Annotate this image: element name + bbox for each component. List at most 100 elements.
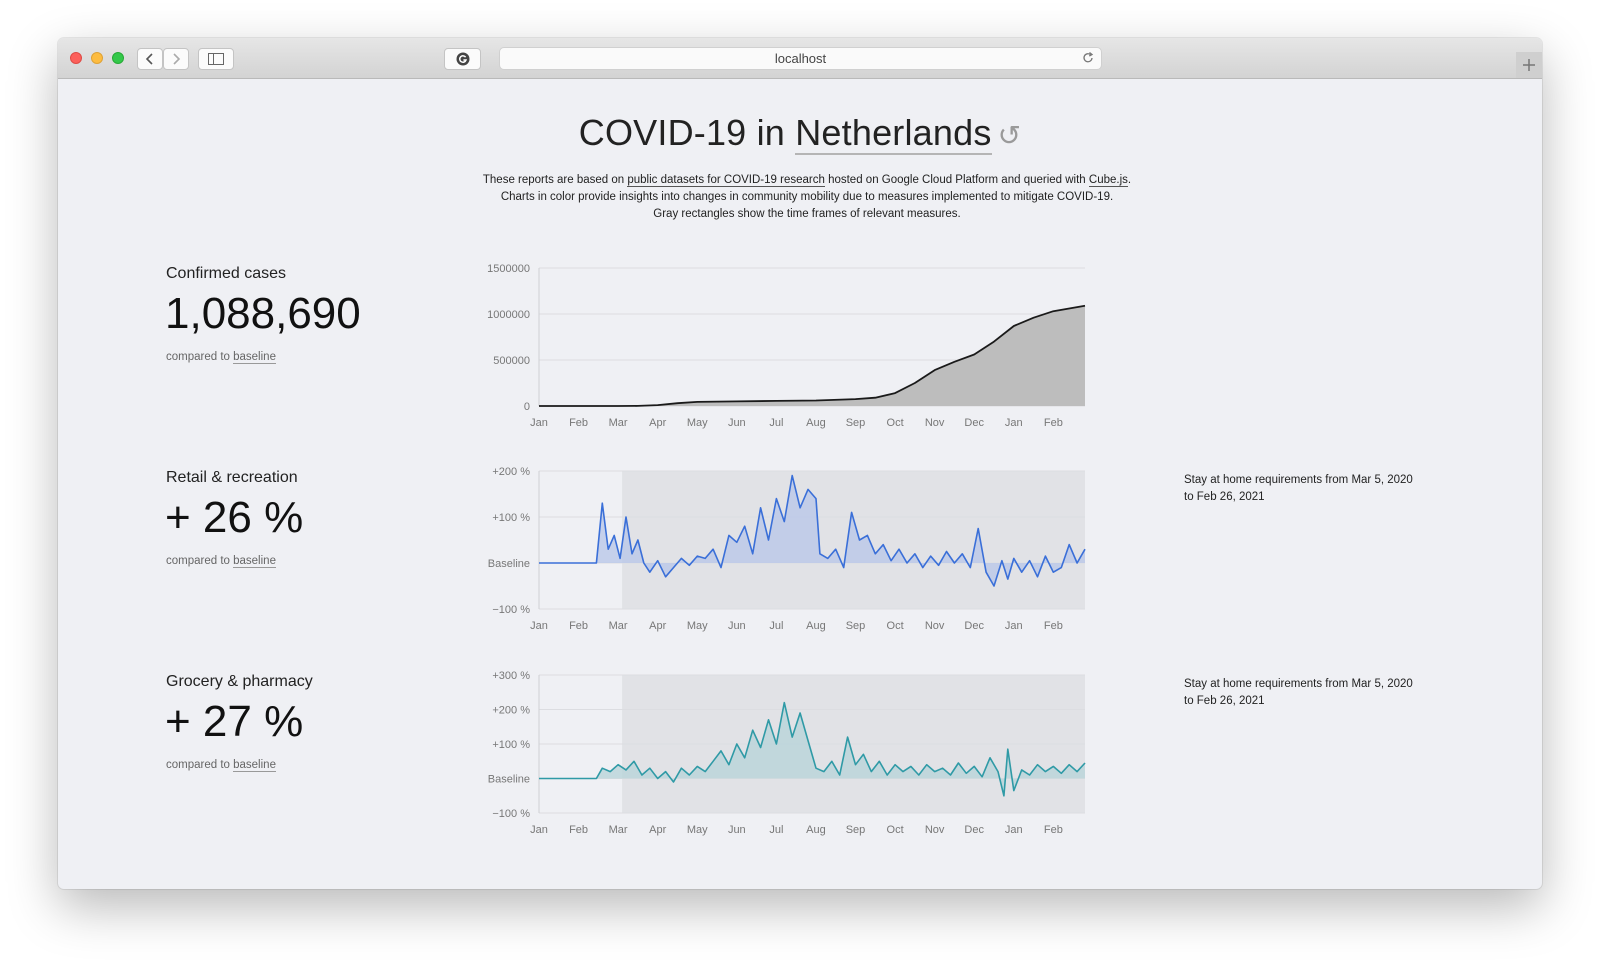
x-tick-label: Aug [806, 620, 826, 632]
retail-recreation-chart: +200 %+100 %Baseline−100 %Jan Feb Mar Apr Ma… [488, 466, 1086, 632]
browser-window: localhost COVID-19 in Netherlands ↺ These… [58, 38, 1542, 889]
stat-title-retail: Retail & recreation [166, 469, 298, 486]
x-tick-label: Apr [649, 417, 666, 429]
browser-titlebar: localhost [58, 38, 1542, 79]
intro-text-part: . [1127, 174, 1132, 186]
x-tick-label: Jan [1005, 417, 1023, 429]
reset-icon[interactable]: ↺ [997, 120, 1022, 151]
x-tick-label: Jul [769, 620, 783, 632]
baseline-link[interactable]: baseline [233, 555, 276, 568]
intro-text-part: These reports are based on [482, 174, 628, 186]
y-tick-label: 0 [524, 401, 530, 413]
series-line [539, 474, 1086, 587]
datasets-link[interactable]: public datasets for COVID-19 research [627, 174, 825, 187]
x-tick-label: Feb [1044, 620, 1063, 632]
chevron-left-icon [145, 53, 153, 65]
x-tick-label: Sep [846, 620, 866, 632]
y-tick-label: 1000000 [487, 309, 530, 321]
grocery-pharmacy-chart: +300 %+200 %+100 %Baseline−100 %Jan Feb Ma… [488, 670, 1086, 836]
y-tick-label: +100 % [492, 512, 530, 524]
page-title-prefix: COVID-19 in [578, 112, 786, 153]
sidebar-toggle-button[interactable] [198, 48, 234, 70]
x-tick-label: Apr [649, 824, 666, 836]
forward-button[interactable] [163, 48, 189, 70]
stat-value-retail: + 26 % [165, 493, 304, 542]
x-tick-label: Oct [887, 824, 904, 836]
baseline-link[interactable]: baseline [233, 759, 276, 772]
y-tick-label: Baseline [488, 558, 530, 570]
note-text: compared to [166, 555, 234, 567]
reload-icon[interactable] [1081, 51, 1095, 65]
page-title: COVID-19 in Netherlands ↺ [58, 112, 1542, 155]
cubejs-link[interactable]: Cube.js [1088, 174, 1128, 187]
note-text: compared to [166, 351, 234, 363]
y-tick-label: +100 % [492, 739, 530, 751]
x-tick-label: Oct [887, 417, 904, 429]
stat-note-retail: compared to baseline [166, 555, 276, 568]
address-bar[interactable]: localhost [499, 47, 1102, 70]
y-tick-label: 500000 [493, 355, 530, 367]
x-tick-label: Mar [609, 620, 628, 632]
x-tick-label: Jan [1005, 824, 1023, 836]
y-tick-label: +200 % [492, 705, 530, 717]
new-tab-button[interactable] [1516, 52, 1542, 78]
x-tick-label: Feb [569, 417, 588, 429]
stat-value-grocery: + 27 % [165, 697, 304, 746]
series-area [539, 702, 1085, 796]
plus-icon [1523, 59, 1535, 71]
y-tick-label: +200 % [492, 466, 530, 478]
intro-text: These reports are based on public datase… [458, 172, 1156, 223]
intro-text-part: hosted on Google Cloud Platform and quer… [824, 174, 1089, 186]
x-tick-label: Feb [569, 824, 588, 836]
x-tick-label: Feb [1044, 417, 1063, 429]
measure-note-retail: Stay at home requirements from Mar 5, 20… [1184, 474, 1413, 503]
page-content: COVID-19 in Netherlands ↺ These reports a… [58, 79, 1542, 889]
y-tick-label: 1500000 [487, 263, 530, 275]
country-selector[interactable]: Netherlands [795, 112, 992, 155]
stat-title-grocery: Grocery & pharmacy [166, 673, 313, 690]
close-window-button[interactable] [70, 52, 82, 64]
grammarly-icon [456, 52, 469, 66]
y-tick-label: Baseline [488, 774, 530, 786]
x-tick-label: Jun [728, 620, 746, 632]
series-area [539, 475, 1085, 586]
note-text: compared to [166, 759, 234, 771]
x-tick-label: Jun [728, 417, 746, 429]
x-tick-label: Nov [925, 417, 945, 429]
url-text: localhost [774, 51, 827, 66]
x-tick-label: Oct [887, 620, 904, 632]
extension-button[interactable] [444, 48, 481, 70]
x-tick-label: Jan [530, 620, 548, 632]
x-tick-label: May [687, 620, 708, 632]
x-tick-label: Feb [1044, 824, 1063, 836]
x-tick-label: Dec [964, 417, 984, 429]
x-tick-label: Jul [769, 824, 783, 836]
x-tick-label: Mar [609, 824, 628, 836]
measure-note-grocery: Stay at home requirements from Mar 5, 20… [1184, 678, 1413, 707]
y-tick-label: +300 % [492, 670, 530, 682]
x-tick-label: Sep [846, 417, 866, 429]
x-tick-label: Nov [925, 620, 945, 632]
intro-line-2: Charts in color provide insights into ch… [500, 191, 1114, 203]
baseline-link[interactable]: baseline [233, 351, 276, 364]
series-area [539, 305, 1085, 406]
x-tick-label: Sep [846, 824, 866, 836]
intro-line-3: Gray rectangles show the time frames of … [653, 208, 961, 220]
stat-title-confirmed: Confirmed cases [166, 265, 287, 282]
stat-value-confirmed: 1,088,690 [165, 289, 361, 338]
x-tick-label: Jan [530, 824, 548, 836]
back-button[interactable] [137, 48, 163, 70]
x-tick-label: Jun [728, 824, 746, 836]
x-tick-label: Jan [530, 417, 548, 429]
x-tick-label: May [687, 824, 708, 836]
x-tick-label: Aug [806, 417, 826, 429]
x-tick-label: Mar [609, 417, 628, 429]
zoom-window-button[interactable] [112, 52, 124, 64]
minimize-window-button[interactable] [91, 52, 103, 64]
chevron-right-icon [173, 53, 181, 65]
x-tick-label: Nov [925, 824, 945, 836]
x-tick-label: Feb [569, 620, 588, 632]
x-tick-label: Aug [806, 824, 826, 836]
y-tick-label: −100 % [492, 604, 530, 616]
